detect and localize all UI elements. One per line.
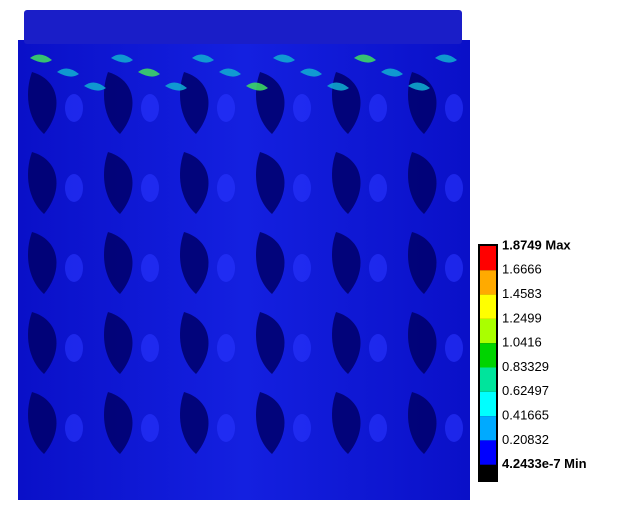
legend-swatch	[480, 367, 496, 392]
lattice-body	[18, 40, 470, 500]
legend-label: 1.0416	[502, 335, 542, 350]
hole	[180, 232, 209, 294]
highlight	[327, 82, 349, 91]
hole-highlight	[445, 414, 463, 442]
hole	[408, 312, 437, 374]
hole-highlight	[217, 254, 235, 282]
hole-highlight	[369, 174, 387, 202]
hole-highlight	[141, 94, 159, 122]
hole-highlight	[293, 414, 311, 442]
highlight	[219, 68, 241, 77]
legend-swatch	[480, 318, 496, 344]
highlight	[138, 68, 160, 77]
legend-label: 0.41665	[502, 408, 549, 423]
legend-label: 1.8749 Max	[502, 237, 571, 252]
highlight	[381, 68, 403, 77]
legend-swatch	[480, 270, 496, 295]
highlight	[435, 54, 457, 63]
legend-swatch	[480, 294, 496, 319]
top-plate	[24, 10, 462, 44]
hole-highlight	[141, 254, 159, 282]
legend-swatch	[480, 440, 496, 465]
highlight	[84, 82, 106, 91]
legend-label: 0.20832	[502, 432, 549, 447]
hole-highlight	[369, 414, 387, 442]
highlight	[246, 82, 268, 91]
legend-swatch	[480, 416, 496, 441]
hole-highlight	[65, 174, 83, 202]
highlight	[111, 54, 133, 63]
hole-highlight	[293, 94, 311, 122]
hole	[180, 392, 209, 454]
stress-highlights	[30, 54, 457, 91]
legend: 1.8749 Max 1.6666 1.4583 1.2499 1.0416 0.8332…	[478, 237, 587, 482]
hole	[332, 152, 361, 214]
highlight	[30, 54, 52, 63]
legend-swatch	[480, 246, 496, 271]
hole-highlight	[141, 414, 159, 442]
hole	[180, 72, 209, 134]
hole	[256, 232, 285, 294]
hole	[332, 312, 361, 374]
hole-highlight	[369, 334, 387, 362]
hole-highlight	[445, 334, 463, 362]
hole-highlight	[217, 174, 235, 202]
hole	[332, 232, 361, 294]
hole	[28, 72, 57, 134]
hole	[104, 392, 133, 454]
hole-highlight	[217, 414, 235, 442]
legend-label: 4.2433e-7 Min	[502, 456, 587, 471]
hole	[408, 232, 437, 294]
hole-highlight	[445, 174, 463, 202]
hole-highlight	[141, 334, 159, 362]
hole	[256, 312, 285, 374]
hole	[180, 312, 209, 374]
hole	[408, 392, 437, 454]
legend-label: 0.62497	[502, 383, 549, 398]
hole	[180, 152, 209, 214]
hole	[28, 232, 57, 294]
legend-swatch	[480, 391, 496, 417]
hole-highlight	[445, 94, 463, 122]
hole-highlight	[65, 334, 83, 362]
hole-highlight	[141, 174, 159, 202]
hole-highlight	[369, 94, 387, 122]
hole-highlight	[293, 334, 311, 362]
hole-highlight	[217, 334, 235, 362]
highlight	[273, 54, 295, 63]
legend-label: 1.6666	[502, 262, 542, 277]
hole-highlight	[293, 254, 311, 282]
legend-swatch	[480, 343, 496, 368]
legend-label: 0.83329	[502, 359, 549, 374]
hole	[256, 392, 285, 454]
hole	[332, 392, 361, 454]
hole-highlight	[369, 254, 387, 282]
hole-highlight	[65, 414, 83, 442]
highlight	[408, 82, 430, 91]
hole	[104, 72, 133, 134]
hole-highlight	[65, 254, 83, 282]
legend-label: 1.4583	[502, 286, 542, 301]
hole-highlight	[445, 254, 463, 282]
hole	[28, 392, 57, 454]
highlight	[300, 68, 322, 77]
lattice-holes	[28, 72, 463, 454]
hole-highlight	[293, 174, 311, 202]
hole	[28, 312, 57, 374]
hole-highlight	[217, 94, 235, 122]
highlight	[57, 68, 79, 77]
highlight	[354, 54, 376, 63]
hole-highlight	[65, 94, 83, 122]
hole	[104, 232, 133, 294]
legend-label: 1.2499	[502, 310, 542, 325]
hole	[104, 312, 133, 374]
hole	[256, 152, 285, 214]
highlight	[165, 82, 187, 91]
highlight	[192, 54, 214, 63]
hole	[408, 152, 437, 214]
hole	[28, 152, 57, 214]
hole	[104, 152, 133, 214]
